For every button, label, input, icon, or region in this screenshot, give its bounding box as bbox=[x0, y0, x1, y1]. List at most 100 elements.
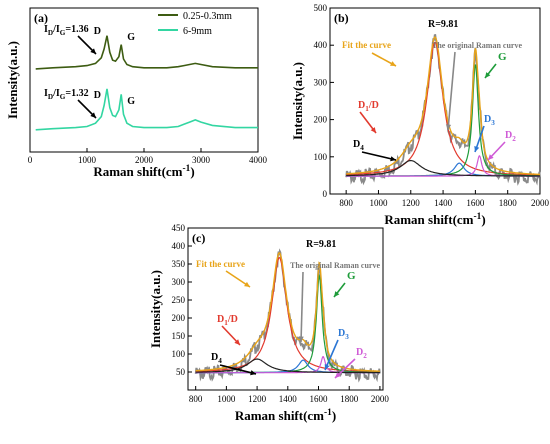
original-arrow-head bbox=[445, 124, 452, 130]
x-axis-label-part: ) bbox=[332, 408, 336, 423]
ratio-label-0-part: D bbox=[48, 29, 53, 37]
x-axis-label-part: ) bbox=[190, 164, 194, 179]
ratio-label-1-part: I bbox=[44, 88, 48, 99]
x-tick-label: 1400 bbox=[279, 394, 298, 404]
y-tick-label: 500 bbox=[314, 3, 328, 13]
g-arrow-head bbox=[485, 72, 491, 78]
component-curve-d4 bbox=[346, 159, 540, 177]
ratio-label-0-part: G bbox=[60, 29, 66, 37]
panel-b: 800 1000 1200 1400 1600 1800 2000 0 100 200 300 400… bbox=[290, 3, 550, 227]
y-tick-label: 200 bbox=[314, 115, 328, 125]
y-tick-label: 0 bbox=[323, 189, 328, 199]
d2-label-part: D bbox=[505, 130, 512, 141]
d1-label-part: 1 bbox=[365, 105, 369, 113]
d1-label-part: D bbox=[358, 100, 365, 111]
d3-label-part: D bbox=[338, 328, 345, 339]
panel-a: 0 1000 2000 3000 40000.25-0.3mm6-9mm(a)ID/IG… bbox=[5, 7, 268, 179]
y-axis-label: Intensity(a.u.) bbox=[148, 270, 163, 348]
legend-label: 0.25-0.3mm bbox=[183, 11, 232, 22]
ratio-arrow-0-head bbox=[90, 48, 96, 54]
x-tick-label: 1800 bbox=[340, 394, 359, 404]
x-tick-label: 1200 bbox=[248, 394, 267, 404]
fit-label: Fit the curve bbox=[342, 40, 391, 50]
fit-curve bbox=[346, 36, 540, 176]
d3-arrow-head bbox=[474, 146, 480, 152]
x-tick-label: 1800 bbox=[499, 198, 518, 208]
y-tick-label: 100 bbox=[314, 152, 328, 162]
x-tick-label: 1000 bbox=[78, 155, 97, 165]
d3-label: D3 bbox=[338, 328, 349, 341]
x-tick-label: 1200 bbox=[402, 198, 421, 208]
x-tick-label: 0 bbox=[28, 155, 33, 165]
d2-label-part: 2 bbox=[512, 135, 516, 143]
ratio-label-0-part: I bbox=[44, 24, 48, 35]
y-tick-label: 100 bbox=[172, 349, 186, 359]
r-value: R=9.81 bbox=[306, 239, 336, 250]
x-axis-label: Raman shift(cm-1) bbox=[93, 164, 194, 179]
y-tick-label: 350 bbox=[172, 259, 186, 269]
ratio-arrow-1-head bbox=[90, 112, 96, 118]
panel-c: 800 1000 1200 1400 1600 1800 20005010015020025… bbox=[148, 223, 389, 423]
ratio-label-0-part: /I bbox=[52, 24, 60, 35]
original-arrow-head bbox=[298, 336, 304, 342]
d1-label-part: 1 bbox=[224, 319, 228, 327]
d1-label: D1/D bbox=[358, 100, 379, 113]
fit-arrow-head bbox=[244, 281, 250, 287]
x-tick-label: 1600 bbox=[310, 394, 329, 404]
plot-frame bbox=[187, 227, 384, 391]
panel-label: (a) bbox=[34, 11, 48, 25]
d2-label: D2 bbox=[356, 347, 367, 360]
component-curve-d4 bbox=[195, 358, 380, 374]
x-axis-label: Raman shift(cm-1) bbox=[235, 408, 336, 423]
d4-label: D4 bbox=[353, 139, 364, 152]
y-tick-label: 50 bbox=[176, 367, 186, 377]
d3-arrow bbox=[324, 339, 339, 371]
panel-label: (b) bbox=[334, 11, 349, 25]
d4-label: D4 bbox=[211, 352, 222, 365]
x-tick-label: 2000 bbox=[135, 155, 154, 165]
d1-arrow-head bbox=[234, 339, 240, 345]
ratio-label-1-part: D bbox=[48, 93, 53, 101]
x-tick-label: 800 bbox=[339, 198, 353, 208]
d1-label-part: D bbox=[217, 314, 224, 325]
original-arrow bbox=[300, 271, 304, 343]
d4-label-part: D bbox=[353, 139, 360, 150]
x-tick-label: 2000 bbox=[531, 198, 550, 208]
x-tick-label: 1400 bbox=[434, 198, 453, 208]
g-label: G bbox=[347, 270, 356, 282]
d4-label-part: 4 bbox=[360, 144, 364, 152]
fit-label: Fit the curve bbox=[196, 259, 245, 269]
original-label: The original Raman curve bbox=[290, 261, 380, 270]
x-tick-label: 800 bbox=[189, 394, 203, 404]
x-axis-label-part: Raman shift(cm bbox=[235, 408, 324, 423]
x-axis-label-part: -1 bbox=[474, 212, 482, 222]
y-tick-label: 400 bbox=[314, 40, 328, 50]
d2-arrow-head bbox=[488, 154, 494, 160]
x-tick-label: 4000 bbox=[249, 155, 268, 165]
d4-label-part: D bbox=[211, 352, 218, 363]
ratio-label-0-part: =1.36 bbox=[65, 24, 88, 35]
x-axis-label: Raman shift(cm-1) bbox=[384, 212, 485, 227]
g-arrow-head bbox=[334, 291, 340, 297]
ratio-label-1-part: =1.32 bbox=[65, 88, 88, 99]
d1-label: D1/D bbox=[217, 314, 238, 327]
peak-d-label-1: D bbox=[94, 90, 101, 101]
y-axis-label: Intensity(a.u.) bbox=[290, 62, 305, 140]
y-tick-label: 300 bbox=[314, 77, 328, 87]
y-tick-label: 150 bbox=[172, 331, 186, 341]
d2-label-part: D bbox=[356, 347, 363, 358]
peak-g-label-0: G bbox=[127, 32, 135, 43]
d2-arrow-head bbox=[335, 372, 341, 378]
x-axis-label-part: -1 bbox=[183, 164, 191, 174]
d2-label: D2 bbox=[505, 130, 516, 143]
series-line-0 bbox=[35, 35, 258, 70]
d4-arrow-head bbox=[390, 156, 396, 162]
x-tick-label: 1600 bbox=[466, 198, 485, 208]
y-tick-label: 400 bbox=[172, 241, 186, 251]
original-arrow bbox=[447, 51, 456, 131]
y-tick-label: 300 bbox=[172, 277, 186, 287]
panel-label: (c) bbox=[192, 231, 205, 245]
d1-label-part: /D bbox=[227, 314, 238, 325]
d1-arrow-head bbox=[370, 127, 376, 133]
